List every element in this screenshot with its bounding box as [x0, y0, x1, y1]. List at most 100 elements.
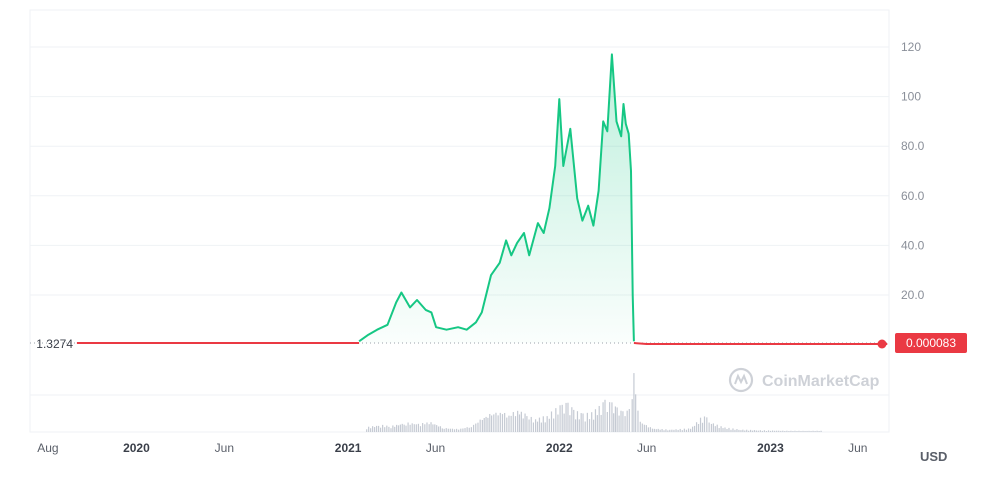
volume-bar	[695, 422, 698, 432]
volume-bar	[769, 430, 772, 432]
price-line-after-crash	[633, 342, 888, 345]
volume-bar	[386, 425, 388, 432]
volume-bar	[439, 426, 442, 432]
volume-bar	[690, 428, 692, 432]
x-tick-label: 2021	[335, 441, 362, 455]
volume-bar	[810, 431, 812, 432]
volume-bar	[550, 411, 553, 432]
volume-bar	[649, 427, 652, 432]
volume-bar	[681, 430, 683, 432]
volume-bar	[659, 429, 661, 432]
volume-bar	[655, 429, 657, 432]
volume-bar	[671, 429, 673, 432]
volume-bar	[491, 415, 493, 432]
volume-bar	[606, 411, 608, 432]
volume-bar	[441, 428, 443, 432]
current-price-dot	[877, 339, 887, 349]
volume-bar	[794, 430, 796, 432]
volume-bar	[626, 410, 628, 432]
volume-bar	[368, 426, 370, 432]
x-tick-label: Jun	[426, 441, 445, 455]
volume-bar	[808, 430, 810, 432]
volume-bar	[451, 428, 454, 432]
volume-bar	[544, 422, 546, 432]
volume-bar	[455, 428, 458, 432]
volume-bar	[532, 422, 535, 432]
volume-bar	[534, 419, 537, 432]
volume-bar	[576, 411, 579, 432]
volume-bar	[604, 399, 606, 432]
volume-bar	[374, 427, 376, 432]
x-tick-label: Aug	[37, 441, 58, 455]
y-tick-label: 60.0	[901, 189, 925, 203]
volume-bar	[586, 412, 588, 432]
volume-bar	[744, 430, 746, 432]
volume-bar	[616, 407, 618, 432]
volume-bar	[542, 416, 544, 432]
volume-bar	[613, 413, 615, 432]
volume-bar	[512, 412, 514, 432]
volume-bar	[588, 419, 591, 432]
volume-bar	[426, 422, 428, 432]
price-lines	[76, 53, 888, 349]
volume-bar	[499, 412, 501, 432]
volume-bar	[517, 410, 519, 432]
volume-bar	[802, 430, 804, 432]
volume-bar	[584, 421, 586, 432]
volume-bar	[422, 423, 424, 432]
volume-bar	[669, 429, 671, 432]
volume-bar	[614, 406, 617, 432]
volume-bar	[792, 431, 794, 432]
volume-bar	[379, 427, 382, 432]
volume-bar	[399, 424, 401, 432]
volume-bar	[622, 411, 624, 432]
volume-bar	[751, 430, 754, 432]
volume-bar	[437, 426, 440, 432]
volume-bar	[691, 426, 694, 432]
coinmarketcap-logo-icon	[728, 367, 754, 393]
volume-bar	[728, 427, 730, 432]
volume-bar	[697, 423, 700, 432]
volume-bar	[714, 426, 716, 432]
volume-bar	[718, 428, 720, 432]
volume-bar	[481, 419, 483, 432]
volume-bar	[639, 421, 641, 432]
volume-bar	[812, 430, 814, 432]
price-area-fill	[359, 54, 634, 344]
volume-bar	[477, 422, 479, 432]
volume-bar	[407, 422, 409, 432]
volume-bar	[611, 402, 613, 432]
volume-bar	[776, 430, 778, 432]
volume-bar	[706, 417, 708, 432]
volume-bar	[677, 429, 679, 432]
volume-bar	[753, 430, 756, 432]
volume-bar	[504, 412, 506, 432]
volume-bar	[464, 428, 466, 432]
volume-bar	[712, 423, 714, 432]
watermark: CoinMarketCap	[728, 367, 880, 393]
volume-bar	[746, 429, 748, 432]
volume-bar	[555, 408, 557, 432]
volume-bar	[814, 431, 816, 432]
volume-bar	[413, 424, 415, 432]
volume-bar	[540, 422, 542, 432]
volume-bar	[716, 424, 718, 432]
volume-bar	[372, 426, 374, 432]
volume-bar	[553, 418, 555, 432]
volume-bar	[443, 428, 445, 432]
volume-bar	[582, 413, 584, 432]
volume-bar	[538, 417, 541, 432]
volume-bar	[767, 430, 770, 432]
y-axis: 120 100 80.0 60.0 40.0 20.0	[901, 40, 925, 302]
volume-bar	[548, 418, 550, 432]
volume-bar	[569, 415, 571, 432]
volume-bar	[573, 409, 575, 432]
volume-bar	[804, 430, 806, 432]
start-price-label: 1.3274	[36, 337, 73, 351]
x-tick-label: 2022	[546, 441, 573, 455]
volume-bar	[428, 424, 430, 432]
volume-bar	[742, 429, 744, 432]
volume-bar	[800, 431, 802, 432]
volume-bar	[786, 430, 788, 432]
